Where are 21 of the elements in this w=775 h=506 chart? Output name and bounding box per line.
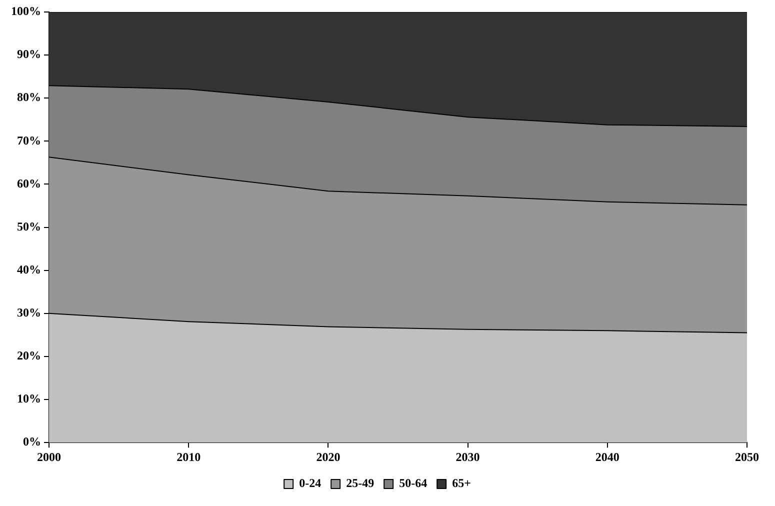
- x-tick-label: 2040: [595, 450, 620, 464]
- legend-label: 65+: [452, 476, 472, 490]
- y-tick-label: 0%: [23, 434, 41, 449]
- legend-label: 0-24: [299, 476, 322, 490]
- legend-label: 50-64: [399, 476, 428, 490]
- y-tick-label: 90%: [17, 47, 41, 62]
- x-tick-label: 2020: [316, 450, 340, 464]
- y-tick-label: 30%: [17, 306, 41, 320]
- y-tick-label: 40%: [17, 262, 41, 276]
- legend-label: 25-49: [346, 476, 374, 490]
- x-tick-label: 2050: [735, 450, 759, 464]
- y-tick-label: 80%: [17, 90, 41, 104]
- y-tick-label: 10%: [17, 392, 41, 406]
- x-tick-label: 2000: [37, 450, 61, 464]
- y-tick-label: 60%: [17, 176, 41, 190]
- y-tick-label: 20%: [17, 348, 41, 363]
- x-tick-label: 2030: [456, 450, 480, 464]
- y-tick-label: 50%: [17, 219, 41, 234]
- y-tick-label: 70%: [17, 133, 41, 148]
- x-tick-label: 2010: [176, 450, 201, 464]
- y-tick-label: 100%: [11, 4, 41, 18]
